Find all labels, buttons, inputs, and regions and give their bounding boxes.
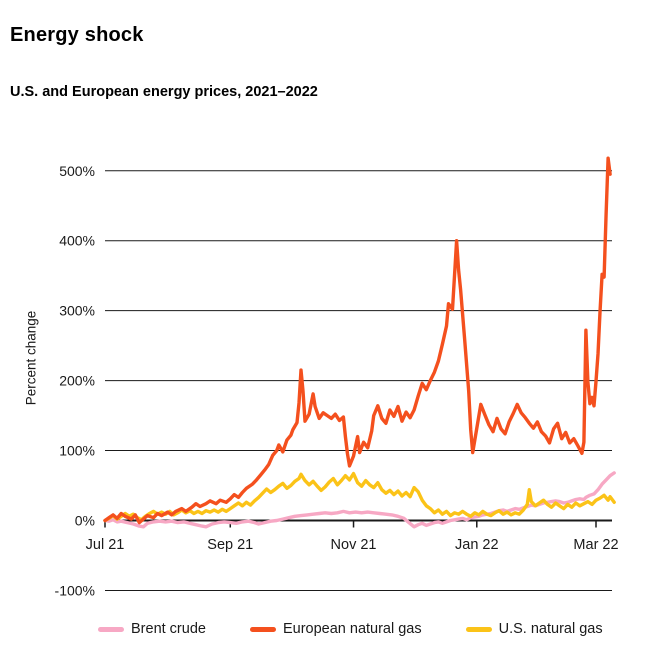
- series-line-brent-crude: [103, 471, 616, 529]
- legend-label: Brent crude: [131, 621, 206, 637]
- x-tick-label: Jul 21: [86, 537, 125, 553]
- y-tick-label: 0%: [75, 513, 95, 529]
- x-tick-label: Sep 21: [207, 537, 253, 553]
- legend-item: U.S. natural gas: [465, 621, 603, 637]
- legend-label: European natural gas: [282, 621, 422, 637]
- legend-label: U.S. natural gas: [498, 621, 603, 637]
- y-tick-label: 100%: [59, 443, 95, 459]
- legend: Brent crude European natural gas U.S. natu…: [98, 621, 603, 637]
- y-tick-label: 200%: [59, 373, 95, 389]
- x-tick-label: Mar 22: [573, 537, 618, 553]
- series-line-european-natural-gas: [103, 156, 612, 525]
- y-tick-label: 400%: [59, 233, 95, 249]
- legend-item: European natural gas: [249, 621, 422, 637]
- legend-item: Brent crude: [98, 621, 206, 637]
- legend-swatch: [249, 626, 276, 632]
- y-tick-label: -100%: [55, 582, 95, 598]
- series-line-u-s-natural-gas: [103, 471, 616, 523]
- y-tick-label: 300%: [59, 303, 95, 319]
- x-tick-label: Nov 21: [331, 537, 377, 553]
- chart-title: Energy shock: [10, 24, 144, 46]
- y-tick-label: 500%: [59, 163, 95, 179]
- x-tick-label: Jan 22: [455, 537, 499, 553]
- legend-swatch: [98, 626, 124, 632]
- legend-swatch: [465, 626, 492, 632]
- chart-subtitle: U.S. and European energy prices, 2021–20…: [10, 84, 318, 100]
